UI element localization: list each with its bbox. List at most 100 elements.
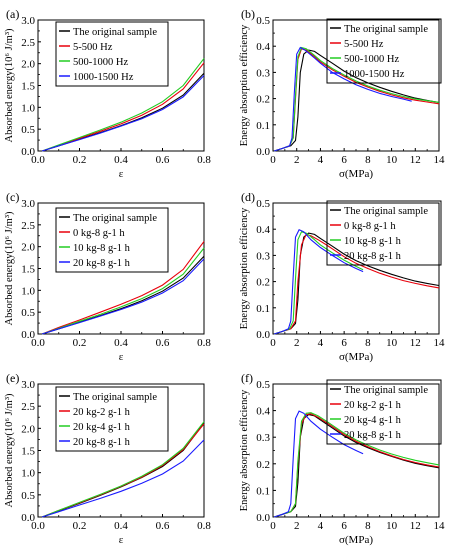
legend-label: 20 kg-8 g-1 h (73, 437, 131, 448)
legend-box (55, 207, 169, 273)
x-axis-label: ε (119, 534, 124, 546)
y-tick-label: 3.0 (21, 15, 35, 27)
y-tick-label: 0.4 (256, 41, 270, 53)
x-tick-label: 14 (434, 154, 446, 166)
x-tick-label: 12 (410, 520, 421, 532)
y-axis-label: Energy absorption efficiency (239, 389, 250, 511)
legend-label: 20 kg-8 g-1 h (344, 251, 402, 262)
legend-label: 0 kg-8 g-1 h (344, 221, 396, 232)
y-tick-label: 0.4 (256, 224, 270, 236)
legend-label: The original sample (73, 392, 157, 403)
panel-a: 0.0 0.2 0.4 0.6 0.8 0.0 0.5 1.0 1.5 2.0 2.5 3.0 ε Abs… (4, 7, 211, 180)
x-axis-label: σ(MPa) (339, 351, 373, 363)
legend-label: 20 kg-4 g-1 h (73, 422, 131, 433)
series-line-1 (274, 233, 440, 335)
panel-label: (a) (6, 7, 19, 21)
legend-label: 20 kg-2 g-1 h (73, 407, 131, 418)
x-axis-label: ε (119, 168, 124, 180)
x-axis-label: ε (119, 351, 124, 363)
series-line-2 (274, 412, 440, 518)
y-tick-label: 0.2 (256, 459, 270, 471)
y-tick-label: 0.5 (256, 198, 270, 210)
series-line-3 (274, 46, 412, 152)
y-tick-label: 0.5 (256, 15, 270, 27)
y-tick-label: 0.2 (256, 277, 270, 289)
y-tick-label: 1.5 (21, 446, 35, 458)
x-tick-label: 2 (294, 337, 300, 349)
series-line-2 (41, 421, 205, 518)
panel-label: (c) (6, 190, 19, 204)
x-tick-label: 0 (270, 520, 276, 532)
series-line-2 (41, 247, 205, 335)
legend-label: 20 kg-8 g-1 h (344, 430, 402, 441)
y-tick-label: 1.0 (21, 285, 35, 297)
series-line-3 (274, 410, 364, 518)
x-tick-label: 0.0 (31, 154, 45, 166)
y-tick-label: 2.5 (21, 220, 35, 232)
x-tick-label: 2 (294, 520, 300, 532)
series-line-3 (41, 258, 205, 335)
y-tick-label: 0.2 (256, 94, 270, 106)
legend-box (326, 200, 442, 266)
x-tick-label: 4 (318, 520, 324, 532)
legend-label: The original sample (344, 206, 428, 217)
x-tick-label: 0.0 (31, 337, 45, 349)
panel-e: 0.0 0.2 0.4 0.6 0.8 0.0 0.5 1.0 1.5 2.0 2.5 3.0 ε Abs… (4, 371, 211, 546)
y-tick-label: 0.5 (256, 379, 270, 391)
y-tick-label: 0.3 (256, 67, 270, 79)
panel-label: (e) (6, 371, 19, 385)
x-tick-label: 2 (294, 154, 300, 166)
y-tick-label: 0.5 (21, 490, 35, 502)
x-tick-label: 8 (365, 154, 371, 166)
x-tick-label: 8 (365, 520, 371, 532)
y-axis-label: Energy absorption efficiency (239, 24, 250, 146)
panel-f: 0 2 4 6 8 10 12 14 0.0 0.1 0.2 0.3 0.4 0.5 σ(MPa) Energ… (239, 371, 445, 546)
panel-label: (b) (241, 7, 255, 21)
x-tick-label: 0.0 (31, 520, 45, 532)
x-tick-label: 0.6 (156, 520, 170, 532)
legend-box (326, 18, 442, 84)
x-tick-label: 10 (386, 337, 398, 349)
x-tick-label: 0.4 (114, 337, 128, 349)
series-line-2 (41, 58, 205, 152)
series-line-2 (274, 231, 364, 335)
panel-label: (f) (241, 371, 253, 385)
legend-label: 10 kg-8 g-1 h (344, 236, 402, 247)
legend-label: 500-1000 Hz (73, 57, 128, 68)
legend-label: 5-500 Hz (73, 42, 113, 53)
y-tick-label: 0.1 (256, 485, 270, 497)
legend-label: 1000-1500 Hz (344, 69, 405, 80)
series-line-1 (41, 241, 205, 335)
legend-label: 10 kg-8 g-1 h (73, 243, 131, 254)
y-axis-label: Absorbed energy(10⁶ J/m³) (4, 211, 15, 325)
x-tick-label: 0.8 (197, 520, 211, 532)
x-tick-label: 10 (386, 520, 398, 532)
y-tick-label: 0.3 (256, 432, 270, 444)
panel-d: 0 2 4 6 8 10 12 14 0.0 0.1 0.2 0.3 0.4 0.5 σ(MPa) Energ… (239, 190, 445, 363)
y-tick-label: 2.5 (21, 37, 35, 49)
series-line-3 (274, 228, 364, 335)
x-tick-label: 6 (341, 520, 347, 532)
y-tick-label: 2.5 (21, 401, 35, 413)
y-tick-label: 0.0 (21, 329, 35, 341)
x-tick-label: 0.4 (114, 520, 128, 532)
y-axis-label: Absorbed energy(10⁶ J/m³) (4, 393, 15, 507)
legend-label: 20 kg-4 g-1 h (344, 415, 402, 426)
x-tick-label: 0.8 (197, 337, 211, 349)
y-tick-label: 0.3 (256, 250, 270, 262)
x-tick-label: 0.4 (114, 154, 128, 166)
x-axis-label: σ(MPa) (339, 534, 373, 546)
y-tick-label: 0.0 (21, 512, 35, 524)
panel-label: (d) (241, 190, 255, 204)
legend-label: 5-500 Hz (344, 39, 384, 50)
y-axis-label: Energy absorption efficiency (239, 207, 250, 329)
legend-label: 0 kg-8 g-1 h (73, 228, 125, 239)
y-tick-label: 3.0 (21, 379, 35, 391)
legend-label: 1000-1500 Hz (73, 72, 134, 83)
series-line-0 (41, 72, 205, 152)
x-tick-label: 0.2 (73, 337, 87, 349)
y-tick-label: 3.0 (21, 198, 35, 210)
y-tick-label: 0.5 (21, 124, 35, 136)
